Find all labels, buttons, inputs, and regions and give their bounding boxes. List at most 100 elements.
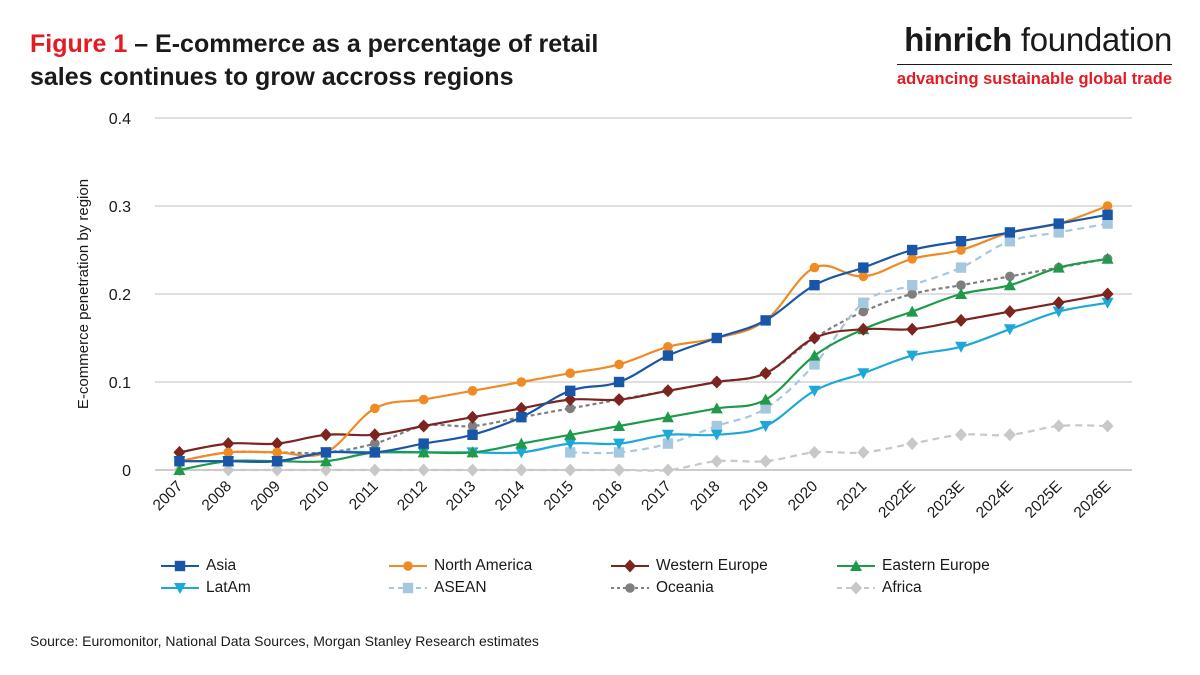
x-tick-label: 2008 [199, 478, 235, 514]
legend-swatch-north-america [389, 561, 427, 571]
data-point-asean [1053, 227, 1064, 238]
data-point-asia [271, 456, 283, 467]
data-point-eastern-europe [417, 446, 430, 458]
data-point-eastern-europe [1052, 261, 1065, 273]
data-point-africa [1101, 419, 1114, 433]
data-point-western-europe [955, 313, 968, 327]
data-point-oceania [467, 421, 478, 431]
data-point-oceania [565, 403, 576, 414]
x-tick-label: 2019 [736, 478, 772, 514]
x-tick-label: 2013 [443, 478, 479, 514]
data-point-africa [955, 428, 968, 442]
legend-marker [174, 583, 186, 594]
data-point-africa [1003, 428, 1016, 442]
data-point-western-europe [564, 393, 577, 407]
y-tick-label: 0.3 [109, 199, 131, 216]
data-point-asia [858, 262, 869, 273]
data-point-asia [809, 280, 820, 291]
x-tick-label: 2012 [394, 478, 430, 514]
y-tick-label: 0.1 [109, 375, 131, 392]
y-axis-label: E-commerce penetration by region [75, 179, 92, 409]
data-point-western-europe [173, 445, 186, 459]
data-point-asia [565, 385, 576, 396]
series-line-asean [570, 222, 1108, 455]
chart-title: Figure 1 – E-commerce as a percentage of… [30, 28, 730, 94]
data-point-africa [271, 463, 284, 477]
y-tick-label: 0 [122, 463, 131, 480]
data-point-eastern-europe [710, 402, 723, 414]
x-tick-label: 2010 [296, 478, 333, 515]
data-point-africa [515, 463, 528, 477]
data-point-oceania [956, 280, 966, 291]
data-point-africa [857, 445, 870, 459]
data-point-eastern-europe [319, 455, 332, 467]
data-point-latam [857, 368, 870, 380]
legend-marker [624, 559, 636, 573]
data-point-western-europe [759, 366, 772, 380]
brand-name-bold: hinrich [904, 21, 1012, 58]
x-tick-label: 2015 [541, 478, 577, 514]
brand-name-rest: foundation [1011, 21, 1172, 58]
legend-item-latam: LatAm [160, 578, 251, 598]
data-point-western-europe [222, 437, 235, 451]
data-point-eastern-europe [1003, 279, 1016, 291]
data-point-asia [223, 456, 234, 467]
legend-swatch-eastern-europe [837, 560, 875, 571]
series-line-oceania [179, 257, 1108, 463]
data-point-africa [319, 463, 332, 477]
data-point-africa [564, 463, 577, 477]
data-point-latam [564, 438, 577, 450]
data-point-north-america [1102, 201, 1113, 211]
data-point-western-europe [319, 428, 332, 442]
data-point-eastern-europe [955, 288, 968, 299]
series-eastern-europe [173, 252, 1114, 475]
series-line-western-europe [179, 292, 1108, 454]
legend-label: Africa [882, 579, 922, 596]
data-point-asia [1102, 209, 1113, 220]
x-tick-label: 2025E [1022, 478, 1066, 522]
data-point-western-europe [466, 410, 479, 424]
data-point-latam [710, 429, 723, 441]
y-tick-label: 0.4 [109, 111, 131, 128]
legend-label: LatAm [206, 579, 251, 596]
brand-logo: hinrich foundation advancing sustainable… [896, 20, 1172, 89]
data-point-africa [808, 445, 821, 459]
data-point-latam [515, 447, 528, 459]
legend-swatch-africa [837, 581, 875, 595]
data-point-western-europe [1003, 305, 1016, 319]
legend-marker [850, 560, 862, 571]
data-point-asia [760, 315, 771, 326]
data-point-western-europe [906, 322, 919, 336]
x-tick-label: 2011 [346, 478, 382, 514]
data-point-asean [1004, 236, 1016, 247]
source-note: Source: Euromonitor, National Data Sourc… [30, 633, 539, 649]
data-point-eastern-europe [808, 349, 821, 361]
legend-item-eastern-europe: Eastern Europe [836, 556, 990, 576]
x-tick-label: 2018 [687, 478, 723, 514]
data-point-latam [1052, 306, 1065, 318]
data-point-asia [1053, 218, 1064, 229]
legend-item-africa: Africa [836, 578, 922, 598]
series-line-africa [179, 424, 1108, 472]
legend-item-asean: ASEAN [388, 578, 487, 598]
data-point-asia [369, 447, 381, 458]
data-point-latam [613, 438, 626, 450]
title-text: – E-commerce as a percentage of retail [127, 30, 599, 58]
data-point-asean [955, 262, 967, 273]
title-line-2: sales continues to grow accross regions [30, 63, 514, 91]
y-tick-label: 0.2 [109, 287, 131, 304]
data-point-asean [858, 297, 869, 308]
data-point-oceania [370, 438, 380, 449]
x-tick-label: 2009 [248, 478, 284, 514]
data-point-eastern-europe [1101, 252, 1114, 264]
data-point-africa [1052, 419, 1065, 433]
data-point-asia [320, 447, 332, 458]
data-point-western-europe [808, 331, 821, 345]
legend-label: Western Europe [656, 557, 768, 574]
data-point-eastern-europe [564, 428, 577, 440]
data-point-north-america [809, 262, 820, 273]
series-asean [565, 218, 1113, 458]
x-tick-label: 2014 [492, 478, 529, 515]
data-point-western-europe [368, 428, 381, 442]
